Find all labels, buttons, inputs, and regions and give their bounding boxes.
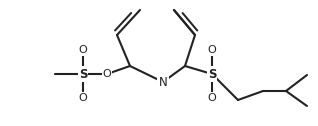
Text: O: O	[79, 45, 87, 55]
Text: O: O	[103, 69, 111, 79]
Text: O: O	[208, 93, 216, 103]
Text: O: O	[208, 45, 216, 55]
Text: S: S	[79, 68, 87, 81]
Text: N: N	[159, 75, 167, 88]
Text: S: S	[208, 68, 216, 81]
Text: O: O	[79, 93, 87, 103]
